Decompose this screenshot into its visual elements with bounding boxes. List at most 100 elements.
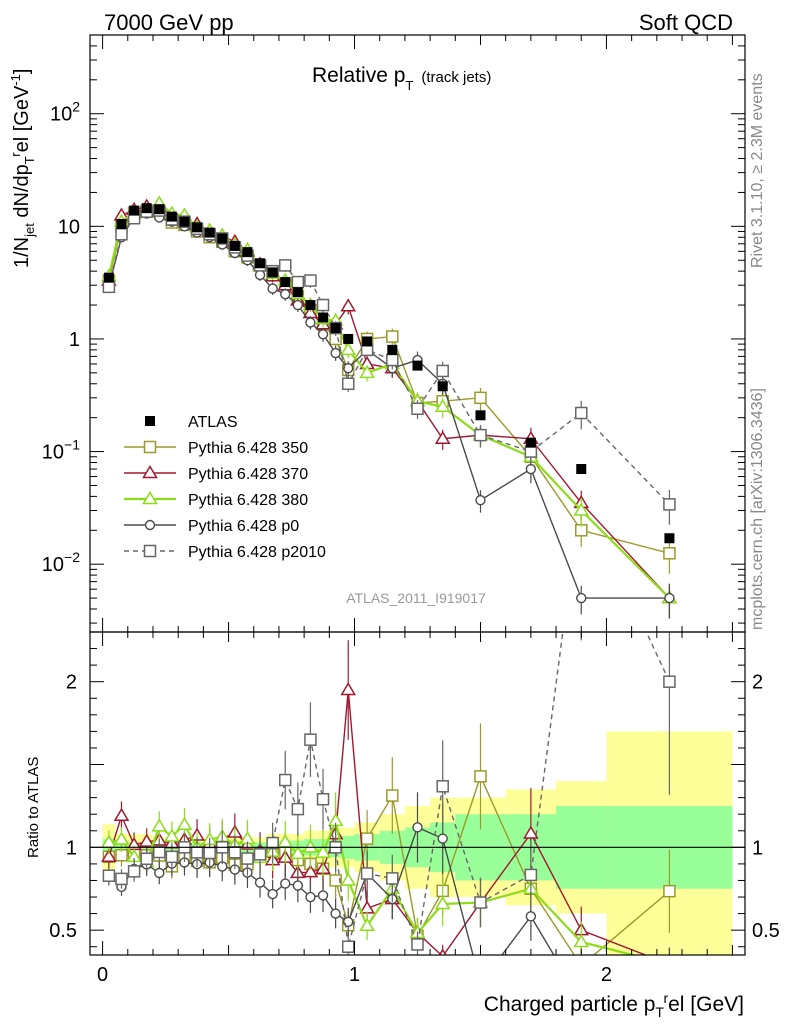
- series-5-point: [575, 406, 588, 420]
- y-tick-label: 102: [50, 99, 80, 126]
- series-1-ratio-point: [576, 960, 587, 971]
- series-3-ratio-point: [164, 828, 180, 842]
- series-5-point: [663, 498, 676, 511]
- series-4-ratio-point: [412, 822, 423, 833]
- series-2-point: [434, 430, 451, 444]
- series-1-ratio-point: [663, 884, 676, 898]
- atlas-point: [116, 218, 127, 229]
- y-tick-label: 10: [58, 216, 80, 238]
- series-5-ratio-point: [436, 780, 449, 793]
- svg-text:1/Njet dN/dpTrel [GeV-1]: 1/Njet dN/dpTrel [GeV-1]: [8, 69, 37, 268]
- series-5-point: [386, 353, 399, 367]
- svg-text:Charged particle pTrel [GeV]: Charged particle pTrel [GeV]: [484, 990, 744, 1020]
- series-2-line: [108, 205, 670, 599]
- series-5-ratio-line: [108, 632, 671, 948]
- series-5-point: [291, 275, 305, 289]
- series-3-ratio-point: [113, 831, 130, 845]
- main-title: Relative pT (track jets): [312, 64, 491, 93]
- series-2-ratio-point: [663, 958, 676, 969]
- ratio-y-tick-label-left: 0.5: [49, 920, 77, 942]
- atlas-point: [387, 344, 398, 355]
- collision-label: 7000 GeV pp: [104, 10, 234, 35]
- atlas-point: [664, 533, 675, 544]
- series-1-point: [474, 391, 487, 405]
- series-3-ratio-point: [302, 839, 319, 853]
- series-4-point: [267, 283, 278, 294]
- series-3-point: [434, 398, 451, 413]
- series-3-point: [340, 341, 357, 356]
- series-4-ratio-point: [437, 833, 448, 844]
- series-5-ratio-point: [153, 845, 166, 859]
- x-tick-label: 1: [349, 964, 360, 986]
- ratio-y-tick-label-right: 1: [752, 837, 763, 859]
- series-4-point: [576, 592, 587, 604]
- series-2-ratio-point: [113, 807, 130, 822]
- series-5-point: [411, 402, 424, 416]
- series-4-ratio-line: [108, 826, 555, 955]
- legend: ATLAS Pythia 6.428 350 Pythia 6.428 370 Pyt…: [124, 414, 326, 561]
- series-1-ratio-point: [329, 874, 342, 887]
- series-5-ratio-point: [411, 938, 424, 951]
- legend-marker: [142, 491, 158, 505]
- series-4-point: [305, 317, 316, 328]
- series-5-ratio-point: [663, 675, 676, 688]
- series-5-ratio-point: [316, 792, 330, 806]
- series-2-ratio-point: [101, 848, 117, 863]
- series-4-point: [475, 495, 486, 506]
- series-1-ratio-point: [360, 832, 374, 845]
- series-3-ratio-point: [573, 934, 590, 948]
- atlas-point: [242, 247, 253, 258]
- series-1-ratio-point: [474, 770, 487, 783]
- mcplots-label: mcplots.cern.ch [arXiv:1306.3436]: [749, 388, 766, 630]
- y-tick-label: 10−1: [42, 437, 80, 464]
- series-4-point: [664, 592, 675, 604]
- series-4-ratio-point: [317, 890, 329, 901]
- ratio-frame: [89, 631, 746, 956]
- process-label: Soft QCD: [639, 10, 733, 35]
- analysis-id-label: ATLAS_2011_I919017: [346, 590, 486, 606]
- series-atlas-main: [103, 203, 675, 544]
- ratio-y-tick-label-left: 1: [66, 837, 77, 859]
- series-3-point: [359, 364, 375, 379]
- series-3-line: [107, 201, 671, 599]
- atlas-point: [330, 323, 341, 334]
- y-tick-label: 1: [69, 329, 80, 351]
- legend-marker: [142, 465, 158, 479]
- series-2-point: [340, 298, 357, 312]
- atlas-point: [576, 464, 587, 475]
- legend-label: Pythia 6.428 p0: [188, 518, 299, 535]
- series-4-point: [292, 299, 304, 311]
- y-tick-label: 10−2: [42, 549, 80, 576]
- atlas-point: [166, 211, 177, 222]
- series-4-ratio-point: [525, 911, 537, 922]
- legend-marker: [145, 416, 155, 426]
- legend-label: Pythia 6.428 p2010: [188, 544, 326, 561]
- series-5-point: [524, 445, 538, 458]
- svg-text:Relative pT(track jets): Relative pT (track jets): [312, 64, 491, 93]
- series-5-point: [474, 428, 487, 442]
- atlas-point: [154, 204, 165, 215]
- series-4-ratio-point: [665, 960, 674, 969]
- series-5-point: [278, 259, 292, 272]
- x-axis-label: Charged particle pTrel [GeV]: [484, 990, 744, 1020]
- series-4-ratio-point: [154, 867, 165, 879]
- legend-entry-2: Pythia 6.428 370: [124, 465, 308, 483]
- series-2-ratio-point: [438, 948, 447, 955]
- atlas-point: [343, 333, 354, 344]
- series-3-ratio-point: [315, 844, 331, 858]
- series-4-line: [108, 212, 670, 599]
- x-tick-label: 2: [601, 964, 612, 986]
- atlas-point: [217, 233, 228, 244]
- atlas-point: [192, 222, 203, 233]
- main-ylabel: 1/Njet dN/dpTrel [GeV-1]: [8, 69, 37, 268]
- main-title-suffix: (track jets): [421, 69, 491, 86]
- series-4-point: [280, 288, 291, 300]
- main-title-sub: T: [405, 78, 413, 93]
- series-4-ratio-point: [267, 888, 278, 900]
- atlas-point: [437, 381, 448, 392]
- series-5-ratio-point: [524, 868, 538, 882]
- main-series-layer: [101, 195, 678, 619]
- series-4-point: [317, 329, 329, 340]
- atlas-point: [179, 216, 190, 227]
- series-5-ratio-point: [165, 850, 179, 864]
